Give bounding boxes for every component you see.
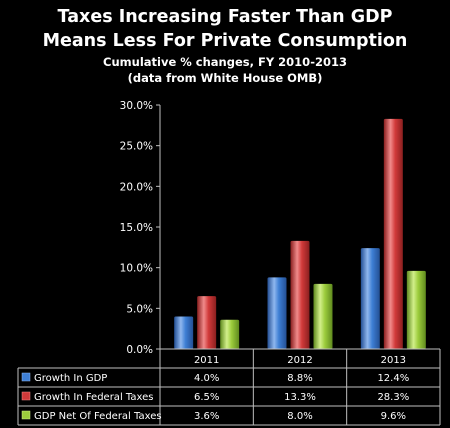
bar — [360, 248, 380, 349]
bar — [267, 277, 287, 349]
bar — [313, 283, 333, 349]
y-tick-label: 30.0% — [120, 100, 153, 112]
legend-key — [21, 391, 31, 401]
data-table-value: 28.3% — [377, 392, 409, 403]
y-tick-label: 20.0% — [120, 181, 153, 193]
y-tick-label: 15.0% — [120, 222, 153, 234]
bar — [174, 316, 194, 349]
data-table-value: 3.6% — [194, 411, 219, 422]
chart-title: Taxes Increasing Faster Than GDP — [57, 7, 393, 27]
chart-title-line2: Means Less For Private Consumption — [42, 31, 408, 51]
bar — [290, 240, 310, 349]
data-table-value: 4.0% — [194, 373, 219, 384]
bar — [383, 118, 403, 350]
chart-subtitle: Cumulative % changes, FY 2010-2013 — [103, 55, 347, 69]
data-table-value: 8.0% — [287, 411, 312, 422]
legend-key — [21, 372, 31, 382]
legend-key — [21, 410, 31, 420]
data-table-value: 6.5% — [194, 392, 219, 403]
y-tick-label: 25.0% — [120, 141, 153, 153]
bar — [406, 270, 426, 349]
x-category-label: 2013 — [381, 355, 406, 366]
data-table-value: 8.8% — [287, 373, 312, 384]
y-tick-label: 5.0% — [126, 303, 153, 315]
data-table-value: 13.3% — [284, 392, 316, 403]
bar — [197, 296, 217, 349]
data-table-value: 12.4% — [377, 373, 409, 384]
x-category-label: 2012 — [287, 355, 312, 366]
bar — [220, 319, 240, 349]
data-table-value: 9.6% — [381, 411, 406, 422]
legend-series-label: Growth In Federal Taxes — [34, 392, 153, 403]
chart-source-note: (data from White House OMB) — [127, 71, 323, 85]
y-tick-label: 10.0% — [120, 263, 153, 275]
y-tick-label: 0.0% — [126, 344, 153, 356]
x-category-label: 2011 — [194, 355, 219, 366]
legend-series-label: GDP Net Of Federal Taxes — [34, 411, 162, 422]
legend-series-label: Growth In GDP — [34, 373, 107, 384]
